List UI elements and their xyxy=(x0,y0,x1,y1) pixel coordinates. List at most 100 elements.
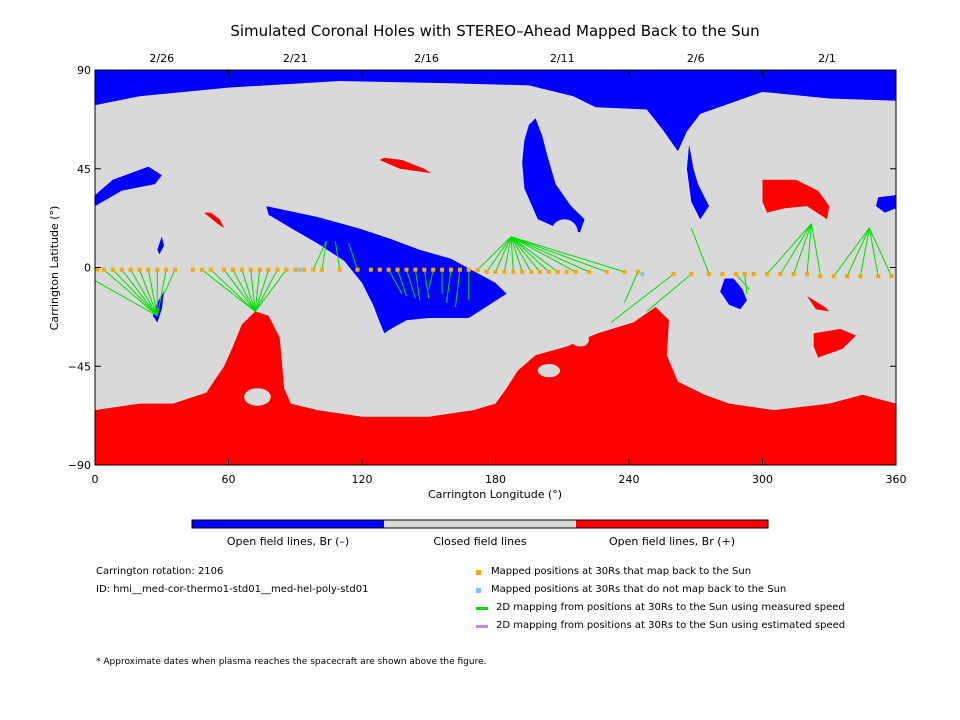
mapping-line-4 xyxy=(130,269,158,317)
mapping-line-25 xyxy=(397,269,407,297)
legend-item-measured: 2D mapping from positions at 30Rs to the… xyxy=(476,599,845,617)
unmapped-point-0 xyxy=(297,267,302,272)
mapped-point-6 xyxy=(146,267,151,272)
coronal-hole-positive-12 xyxy=(204,212,225,228)
orange-square-icon xyxy=(476,569,481,575)
mapped-point-31 xyxy=(404,267,409,272)
mapping-line-50 xyxy=(646,273,692,312)
mapped-point-32 xyxy=(413,267,418,272)
purple-line-icon xyxy=(476,624,488,628)
mapping-line-12 xyxy=(223,269,256,312)
mapped-point-56 xyxy=(689,272,694,277)
mapped-point-20 xyxy=(284,267,289,272)
series-legend: Mapped positions at 30Rs that map back t… xyxy=(476,563,845,635)
mapping-line-16 xyxy=(254,269,261,312)
mapping-line-19 xyxy=(254,269,287,312)
mapping-line-10 xyxy=(201,269,256,312)
mapping-line-20 xyxy=(312,240,327,270)
mapped-point-16 xyxy=(248,267,253,272)
mapped-point-50 xyxy=(573,269,578,274)
mapped-point-29 xyxy=(386,267,391,272)
coronal-hole-positive-9 xyxy=(95,307,896,465)
mapping-line-38 xyxy=(510,236,514,272)
mapped-point-44 xyxy=(520,269,525,274)
light-blue-square-icon xyxy=(476,587,481,593)
mapped-point-49 xyxy=(564,269,569,274)
top-date-axis: 2/26 2/21 2/16 2/11 2/6 2/1 xyxy=(149,52,835,65)
mapped-point-40 xyxy=(484,269,489,274)
colorbar-closed xyxy=(384,520,576,528)
mapping-line-63 xyxy=(868,227,893,277)
axes: 0 60 120 180 240 300 360 90 45 0 −45 −90 xyxy=(68,64,907,486)
mapping-line-17 xyxy=(254,269,270,312)
carrington-rotation: Carrington rotation: 2106 xyxy=(96,566,224,577)
colorbar-label-positive: Open field lines, Br (+) xyxy=(609,535,735,548)
mapped-point-5 xyxy=(137,267,142,272)
date-label-4: 2/6 xyxy=(687,52,705,65)
colorbar: Open field lines, Br (–) Closed field li… xyxy=(191,519,769,548)
closed-patch-2 xyxy=(537,364,561,378)
mapping-line-48 xyxy=(624,271,639,303)
mapped-point-15 xyxy=(239,267,244,272)
x-tick-label-0: 0 xyxy=(92,473,99,486)
mapping-line-8 xyxy=(156,269,167,316)
mapping-line-5 xyxy=(139,269,158,316)
mapped-point-27 xyxy=(368,267,373,272)
mapping-line-49 xyxy=(610,273,674,323)
footnote: * Approximate dates when plasma reaches … xyxy=(96,657,487,667)
legend-label-unmapped: Mapped positions at 30Rs that do not map… xyxy=(491,584,787,595)
mapped-point-30 xyxy=(395,267,400,272)
green-line-icon xyxy=(476,606,488,610)
mapping-line-35 xyxy=(486,236,512,273)
date-label-5: 2/1 xyxy=(818,52,836,65)
mapping-line-59 xyxy=(833,227,870,277)
mapped-point-35 xyxy=(440,267,445,272)
mapping-line-6 xyxy=(147,269,158,316)
mapping-line-61 xyxy=(859,227,870,277)
mapping-line-28 xyxy=(423,269,430,299)
mapped-point-37 xyxy=(457,267,462,272)
mapping-line-15 xyxy=(250,269,256,312)
y-tick-label-0: 90 xyxy=(77,64,91,77)
coronal-hole-positive-11 xyxy=(379,157,431,174)
mapped-point-38 xyxy=(466,267,471,272)
coronal-hole-negative-8 xyxy=(876,195,896,213)
coronal-hole-negative-6 xyxy=(157,236,164,255)
mapped-point-64 xyxy=(791,272,796,277)
coronal-hole-positive-14 xyxy=(807,296,830,312)
mapping-line-58 xyxy=(810,223,821,275)
mapped-point-62 xyxy=(764,272,769,277)
mapped-point-54 xyxy=(635,269,640,274)
mapped-point-12 xyxy=(208,267,213,272)
x-tick-label-4: 240 xyxy=(619,473,640,486)
mapped-point-21 xyxy=(293,267,298,272)
mapped-point-24 xyxy=(319,267,324,272)
mapping-line-14 xyxy=(241,269,256,312)
mapping-line-56 xyxy=(793,223,812,275)
info-legend: Carrington rotation: 2106 ID: hmi__med-c… xyxy=(96,563,369,599)
mapping-line-41 xyxy=(510,236,541,273)
mapping-line-40 xyxy=(510,236,532,273)
unmapped-point-1 xyxy=(640,272,645,277)
coronal-hole-negative-1 xyxy=(686,144,710,220)
mapped-point-0 xyxy=(95,267,100,272)
mapped-point-28 xyxy=(377,267,382,272)
mapping-line-51 xyxy=(690,227,710,275)
mapped-point-47 xyxy=(546,269,551,274)
mapping-line-2 xyxy=(112,269,158,317)
x-tick-label-1: 60 xyxy=(222,473,236,486)
legend-label-measured: 2D mapping from positions at 30Rs to the… xyxy=(496,602,845,613)
mapped-point-34 xyxy=(431,267,436,272)
coronal-hole-negative-0 xyxy=(95,70,896,152)
mapping-line-21 xyxy=(321,241,327,270)
mapped-point-22 xyxy=(302,267,307,272)
mapped-point-55 xyxy=(671,272,676,277)
mapping-line-57 xyxy=(806,223,812,275)
coronal-hole-negative-7 xyxy=(720,278,747,310)
mapped-point-42 xyxy=(502,269,507,274)
legend-item-mapped: Mapped positions at 30Rs that map back t… xyxy=(476,563,845,581)
x-tick-label-5: 300 xyxy=(752,473,773,486)
y-tick-label-3: −45 xyxy=(68,360,91,373)
mapped-point-59 xyxy=(733,272,738,277)
y-tick-label-2: 0 xyxy=(84,262,91,275)
